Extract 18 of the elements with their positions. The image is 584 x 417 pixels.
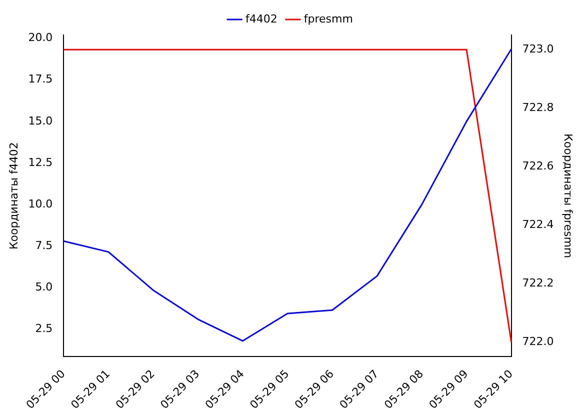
- y-tick-label: 17.5: [28, 72, 53, 86]
- y2-tick-label: 722.0: [522, 334, 554, 348]
- y2-tick-label: 722.4: [522, 218, 554, 231]
- y-tick-label: 5.0: [35, 280, 53, 294]
- y-tick-label: 7.5: [35, 239, 53, 252]
- y2-tick-label: 722.6: [522, 159, 554, 172]
- y-tick-label: 20.0: [28, 31, 53, 44]
- y2-axis-title: Координаты fpresmm: [562, 134, 575, 258]
- y-tick-label: 2.5: [35, 322, 53, 336]
- legend-label: f4402: [246, 12, 278, 26]
- y2-tick-label: 723.0: [522, 42, 554, 56]
- y-tick-label: 12.5: [28, 156, 53, 169]
- y-tick-label: 10.0: [28, 197, 53, 210]
- y-axis-title: Координаты f4402: [7, 142, 20, 250]
- y-tick-label: 15.0: [28, 114, 53, 128]
- legend-label: fpresmm: [304, 12, 353, 26]
- y2-tick-label: 722.8: [522, 100, 554, 114]
- y2-tick-label: 722.2: [522, 276, 554, 290]
